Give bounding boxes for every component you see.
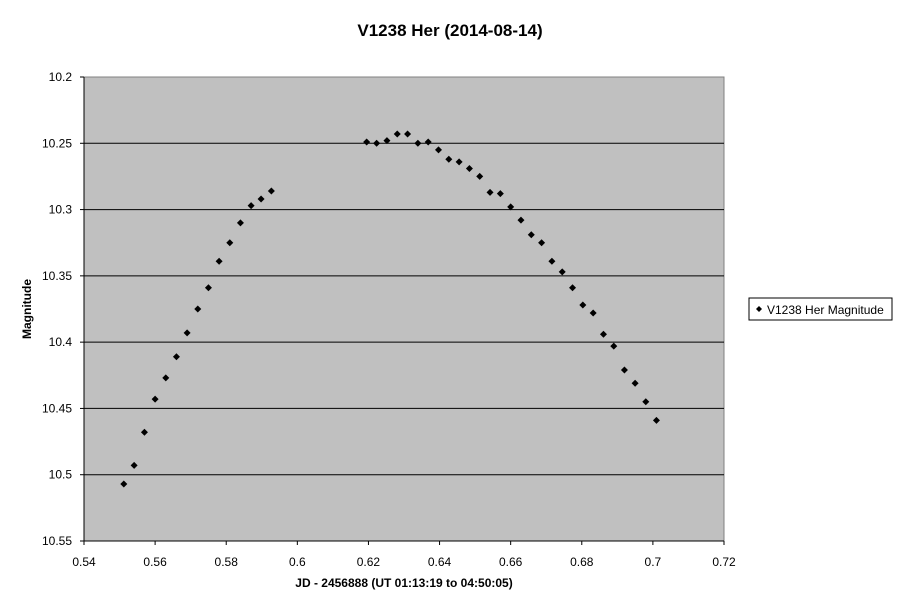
data-point bbox=[496, 190, 504, 198]
data-point bbox=[215, 257, 223, 265]
data-point bbox=[507, 203, 515, 211]
data-point bbox=[257, 195, 265, 203]
data-point bbox=[204, 284, 212, 292]
data-point bbox=[589, 309, 597, 317]
data-point bbox=[151, 395, 159, 403]
data-point bbox=[130, 461, 138, 469]
x-tick-label: 0.72 bbox=[712, 555, 736, 569]
axes bbox=[80, 76, 725, 545]
y-tick-label: 10.3 bbox=[49, 203, 73, 217]
data-point bbox=[414, 139, 422, 147]
data-point bbox=[247, 202, 255, 210]
data-point bbox=[183, 329, 191, 337]
data-point bbox=[226, 239, 234, 247]
x-tick-label: 0.62 bbox=[357, 555, 381, 569]
x-tick-label: 0.58 bbox=[215, 555, 239, 569]
x-tick-label: 0.7 bbox=[645, 555, 662, 569]
x-tick-label: 0.6 bbox=[289, 555, 306, 569]
x-tick-labels: 0.54 0.56 0.58 0.6 0.62 0.64 0.66 0.68 0.7 0.72 bbox=[72, 555, 736, 569]
gridlines bbox=[84, 142, 724, 476]
data-point bbox=[476, 172, 484, 180]
data-point bbox=[434, 146, 442, 154]
x-tick-label: 0.68 bbox=[570, 555, 594, 569]
data-point bbox=[267, 187, 275, 195]
data-point bbox=[548, 257, 556, 265]
data-point bbox=[172, 353, 180, 361]
data-point bbox=[194, 305, 202, 313]
x-tick-label: 0.64 bbox=[428, 555, 452, 569]
data-point bbox=[162, 374, 170, 382]
data-point bbox=[538, 239, 546, 247]
y-tick-label: 10.25 bbox=[42, 136, 72, 150]
data-point bbox=[363, 138, 371, 146]
legend: V1238 Her Magnitude bbox=[748, 297, 893, 321]
data-point bbox=[642, 398, 650, 406]
y-tick-label: 10.55 bbox=[42, 534, 72, 548]
plot-area bbox=[83, 76, 725, 542]
y-tick-label: 10.4 bbox=[49, 335, 73, 349]
data-point bbox=[373, 139, 381, 147]
y-tick-label: 10.35 bbox=[42, 269, 72, 283]
data-point bbox=[599, 330, 607, 338]
x-tick-label: 0.66 bbox=[499, 555, 523, 569]
y-tick-labels: 10.2 10.25 10.3 10.35 10.4 10.45 10.5 10.55 bbox=[42, 70, 72, 548]
data-point bbox=[631, 379, 639, 387]
data-point bbox=[424, 138, 432, 146]
data-point bbox=[445, 155, 453, 163]
data-point bbox=[610, 342, 618, 350]
data-point bbox=[455, 158, 463, 166]
data-points bbox=[120, 130, 660, 488]
y-axis-title: Magnitude bbox=[20, 279, 34, 339]
legend-box bbox=[748, 297, 893, 321]
data-point bbox=[236, 219, 244, 227]
data-point bbox=[527, 231, 535, 239]
data-point bbox=[120, 480, 128, 488]
y-tick-label: 10.2 bbox=[49, 70, 73, 84]
data-point bbox=[465, 164, 473, 172]
data-point bbox=[404, 130, 412, 138]
data-point bbox=[393, 130, 401, 138]
data-point bbox=[486, 188, 494, 196]
x-tick-label: 0.54 bbox=[72, 555, 96, 569]
x-tick-label: 0.56 bbox=[143, 555, 167, 569]
data-point bbox=[383, 137, 391, 145]
x-axis-title: JD - 2456888 (UT 01:13:19 to 04:50:05) bbox=[295, 576, 512, 590]
data-point bbox=[558, 268, 566, 276]
data-point bbox=[652, 416, 660, 424]
legend-marker-diamond bbox=[756, 306, 762, 312]
data-point bbox=[620, 366, 628, 374]
data-point bbox=[140, 428, 148, 436]
chart-title: V1238 Her (2014-08-14) bbox=[357, 21, 542, 40]
legend-label: V1238 Her Magnitude bbox=[767, 303, 884, 317]
data-point bbox=[579, 301, 587, 309]
data-point bbox=[569, 284, 577, 292]
y-tick-label: 10.45 bbox=[42, 401, 72, 415]
y-tick-label: 10.5 bbox=[49, 468, 73, 482]
data-point bbox=[517, 216, 525, 224]
